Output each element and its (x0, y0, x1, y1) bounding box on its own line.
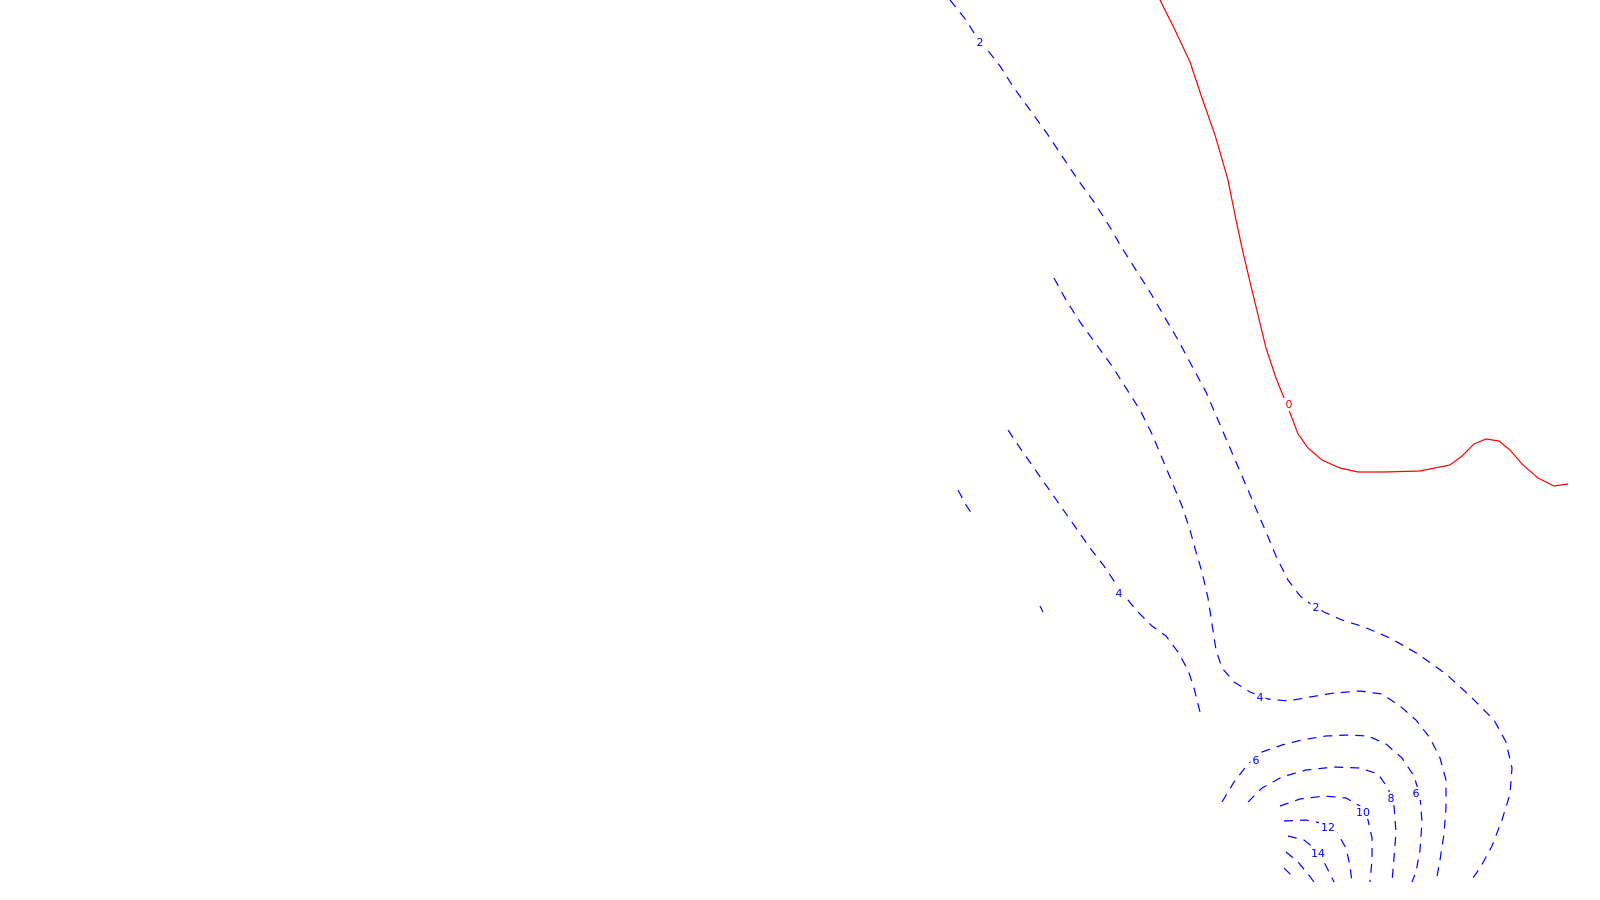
contour-label-level-10: 10 (1356, 806, 1370, 819)
contour-label-background (1113, 587, 1125, 600)
contour-line-level-8 (1247, 766, 1397, 883)
contour-line-level-6 (1221, 734, 1423, 883)
contour-label-level-0: 0 (1286, 398, 1293, 411)
contour-line-level-4 (1039, 605, 1044, 613)
contour-line-level-2 (949, 0, 1513, 883)
contour-lines (949, 0, 1569, 883)
contour-label-background (974, 36, 986, 49)
contour-label-background (1250, 754, 1262, 767)
contour-line-level-4 (957, 489, 975, 518)
contour-label-background (1310, 601, 1322, 614)
contour-label-background (1254, 691, 1266, 704)
contour-label-background (1354, 806, 1372, 819)
contour-line-level-14 (1285, 851, 1315, 883)
contour-label-level-4: 4 (1257, 691, 1264, 704)
contour-label-level-4: 4 (1116, 587, 1123, 600)
contour-line-level-0 (1159, 0, 1569, 487)
contour-label-level-12: 12 (1321, 821, 1335, 834)
contour-label-level-2: 2 (1313, 601, 1320, 614)
contour-labels: 0 2 2 4 4 6 6 8 10 12 14 (974, 36, 1422, 860)
contour-label-level-14: 14 (1311, 847, 1325, 860)
contour-label-background (1385, 792, 1397, 805)
contour-label-level-2: 2 (977, 36, 984, 49)
contour-line-level-14 (1283, 867, 1295, 881)
contour-label-background (1319, 821, 1337, 834)
contour-label-background (1410, 787, 1422, 800)
contour-label-background (1309, 847, 1327, 860)
contour-line-level-4 (1007, 429, 1201, 713)
contour-label-level-6: 6 (1413, 787, 1420, 800)
contour-line-level-4 (1053, 277, 1447, 883)
contour-label-background (1283, 398, 1295, 411)
contour-label-level-6: 6 (1253, 754, 1260, 767)
contour-line-level-12 (1283, 819, 1353, 883)
contour-label-level-8: 8 (1388, 792, 1395, 805)
